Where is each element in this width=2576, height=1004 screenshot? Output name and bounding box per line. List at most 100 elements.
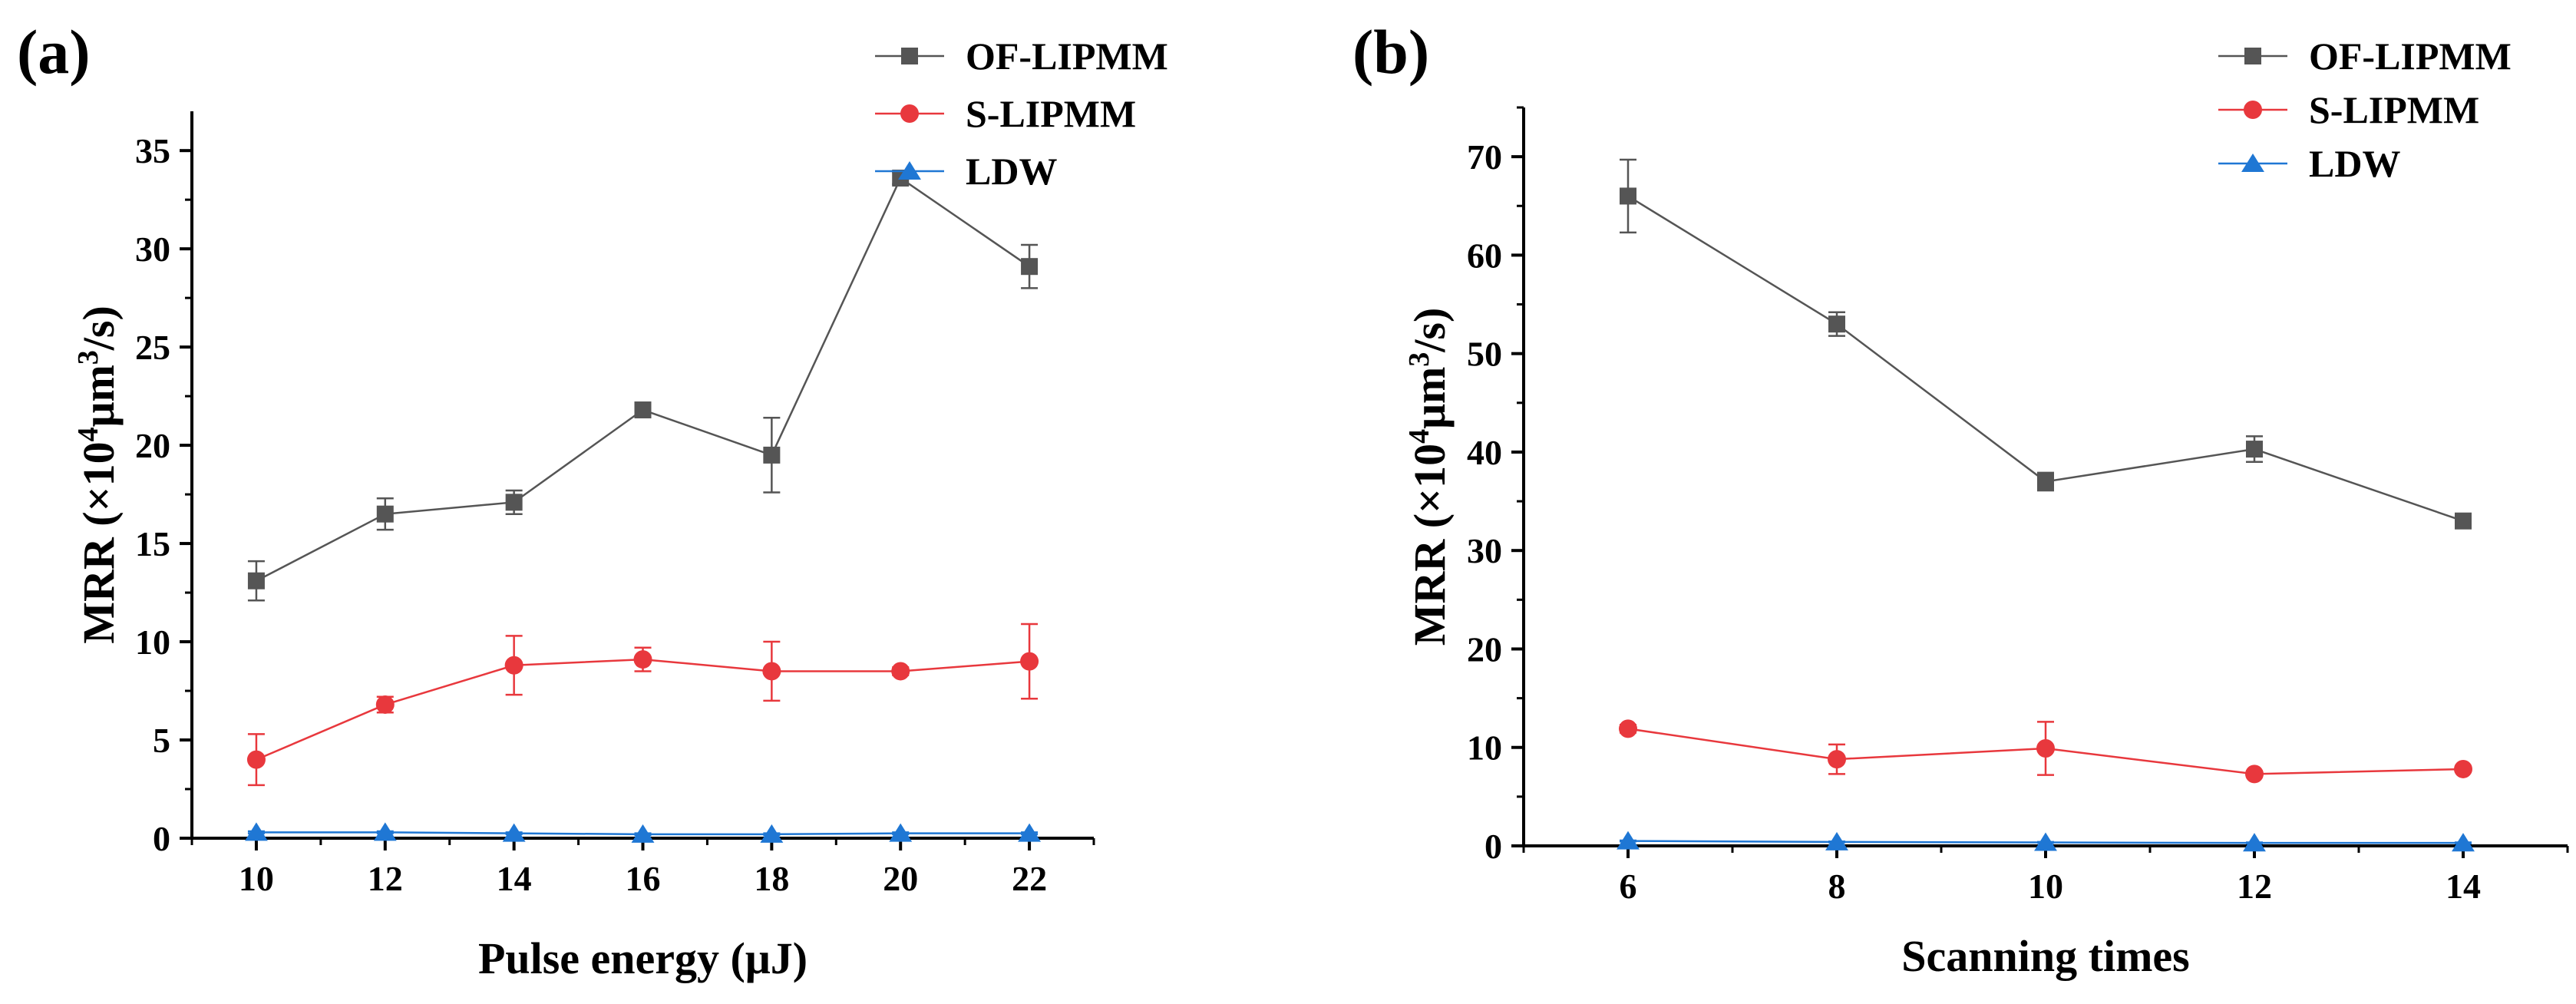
legend: OF-LIPMM S-LIPMM LDW xyxy=(2218,35,2512,185)
panel-b: (b) 0 10 20 30 40 50 60 70 6 8 10 12 14 Scanning times… xyxy=(1352,17,2569,981)
x-tick-label: 14 xyxy=(2446,867,2481,906)
legend-label: LDW xyxy=(966,150,1057,193)
legend-marker xyxy=(2244,48,2261,64)
y-tick-label: 20 xyxy=(1467,629,1502,669)
x-tick-label: 10 xyxy=(239,859,274,898)
y-tick-label: 25 xyxy=(135,328,170,367)
y-axis-label-part: MRR (×10 xyxy=(74,441,124,643)
panel-label: (a) xyxy=(17,17,91,87)
legend-label: OF-LIPMM xyxy=(2309,35,2512,78)
y-tick-label: 40 xyxy=(1467,433,1502,472)
data-point xyxy=(1018,823,1042,842)
data-point xyxy=(762,662,781,681)
y-axis-label: MRR (×104μm3/s) xyxy=(72,305,124,644)
y-tick-label: 10 xyxy=(135,623,170,662)
x-axis-label: Pulse energy (μJ) xyxy=(478,933,807,983)
legend-marker xyxy=(2241,154,2264,173)
y-axis-label-superscript: 4 xyxy=(1403,429,1435,444)
y-tick-label: 60 xyxy=(1467,236,1502,275)
data-point xyxy=(760,824,784,843)
y-axis-label-superscript: 4 xyxy=(72,427,104,441)
y-tick-label: 20 xyxy=(135,426,170,465)
y-axis-label-part: /s) xyxy=(74,305,124,351)
legend-label: OF-LIPMM xyxy=(966,35,1168,78)
y-axis-label-part: μm xyxy=(1405,367,1455,429)
y-tick-label: 70 xyxy=(1467,137,1502,177)
data-point xyxy=(2243,833,2266,852)
y-tick-label: 0 xyxy=(153,819,170,858)
legend: OF-LIPMM S-LIPMM LDW xyxy=(875,35,1168,193)
data-point xyxy=(2036,739,2055,758)
y-tick-label: 30 xyxy=(135,230,170,269)
data-point xyxy=(2034,832,2057,851)
data-point xyxy=(1828,315,1845,333)
y-tick-label: 10 xyxy=(1467,728,1502,768)
data-point xyxy=(1619,719,1637,738)
y-axis-label-superscript: 3 xyxy=(1403,352,1435,367)
data-point xyxy=(634,401,652,419)
legend-marker xyxy=(901,48,918,64)
x-tick-label: 12 xyxy=(2237,867,2272,906)
series-of-lipmm xyxy=(1620,158,2472,530)
panel-a: (a) 0 5 10 15 20 25 30 35 10 12 14 16 18 20 22 Pulse ene… xyxy=(17,17,1168,983)
data-point xyxy=(502,823,526,842)
panel-label: (b) xyxy=(1352,17,1429,87)
legend-label: LDW xyxy=(2309,142,2400,185)
y-axis-label-part: /s) xyxy=(1405,308,1455,353)
data-point xyxy=(633,650,652,669)
x-tick-label: 16 xyxy=(626,859,661,898)
data-point xyxy=(2037,473,2054,490)
legend-label: S-LIPMM xyxy=(2309,88,2479,131)
data-point xyxy=(891,662,910,681)
data-point xyxy=(505,494,523,511)
data-point xyxy=(763,446,781,464)
data-point xyxy=(373,822,397,841)
y-axis-label: MRR (×104μm3/s) xyxy=(1403,308,1455,646)
series-ldw xyxy=(244,822,1042,843)
data-point xyxy=(889,823,913,842)
legend-marker xyxy=(898,161,921,180)
data-point xyxy=(1620,187,1636,205)
data-point xyxy=(1021,258,1039,276)
data-point xyxy=(1617,831,1640,850)
data-point xyxy=(2245,765,2264,784)
y-tick-label: 15 xyxy=(135,524,170,563)
data-point xyxy=(1828,750,1846,769)
x-tick-label: 12 xyxy=(368,859,403,898)
y-tick-label: 30 xyxy=(1467,531,1502,570)
x-tick-label: 18 xyxy=(754,859,789,898)
y-axis-label-part: μm xyxy=(74,365,124,427)
x-tick-label: 20 xyxy=(883,859,918,898)
data-point xyxy=(246,750,266,769)
data-point xyxy=(504,656,523,675)
data-point xyxy=(2246,441,2263,458)
legend-marker xyxy=(2244,101,2262,119)
data-point xyxy=(2452,833,2475,852)
y-tick-label: 50 xyxy=(1467,335,1502,374)
legend-label: S-LIPMM xyxy=(966,92,1136,135)
data-point xyxy=(247,572,265,590)
y-tick-label: 5 xyxy=(153,721,170,760)
data-point xyxy=(1020,652,1039,671)
data-point xyxy=(631,824,655,843)
x-tick-label: 8 xyxy=(1828,867,1846,906)
data-point xyxy=(2454,759,2472,778)
x-axis-label: Scanning times xyxy=(1901,931,2189,981)
legend-marker xyxy=(900,104,919,123)
y-axis-label-superscript: 3 xyxy=(72,350,104,365)
series-ldw xyxy=(1617,831,2475,852)
series-s-lipmm xyxy=(1619,719,2472,784)
data-point xyxy=(376,505,394,523)
series-s-lipmm xyxy=(246,623,1039,787)
x-tick-label: 22 xyxy=(1012,859,1047,898)
x-tick-label: 14 xyxy=(497,859,532,898)
y-axis-label-part: MRR (×10 xyxy=(1405,444,1455,646)
data-point xyxy=(1825,831,1848,850)
x-tick-label: 10 xyxy=(2028,867,2063,906)
data-point xyxy=(2455,512,2472,530)
data-point xyxy=(244,822,268,841)
x-tick-label: 6 xyxy=(1620,867,1637,906)
data-point xyxy=(375,695,395,714)
